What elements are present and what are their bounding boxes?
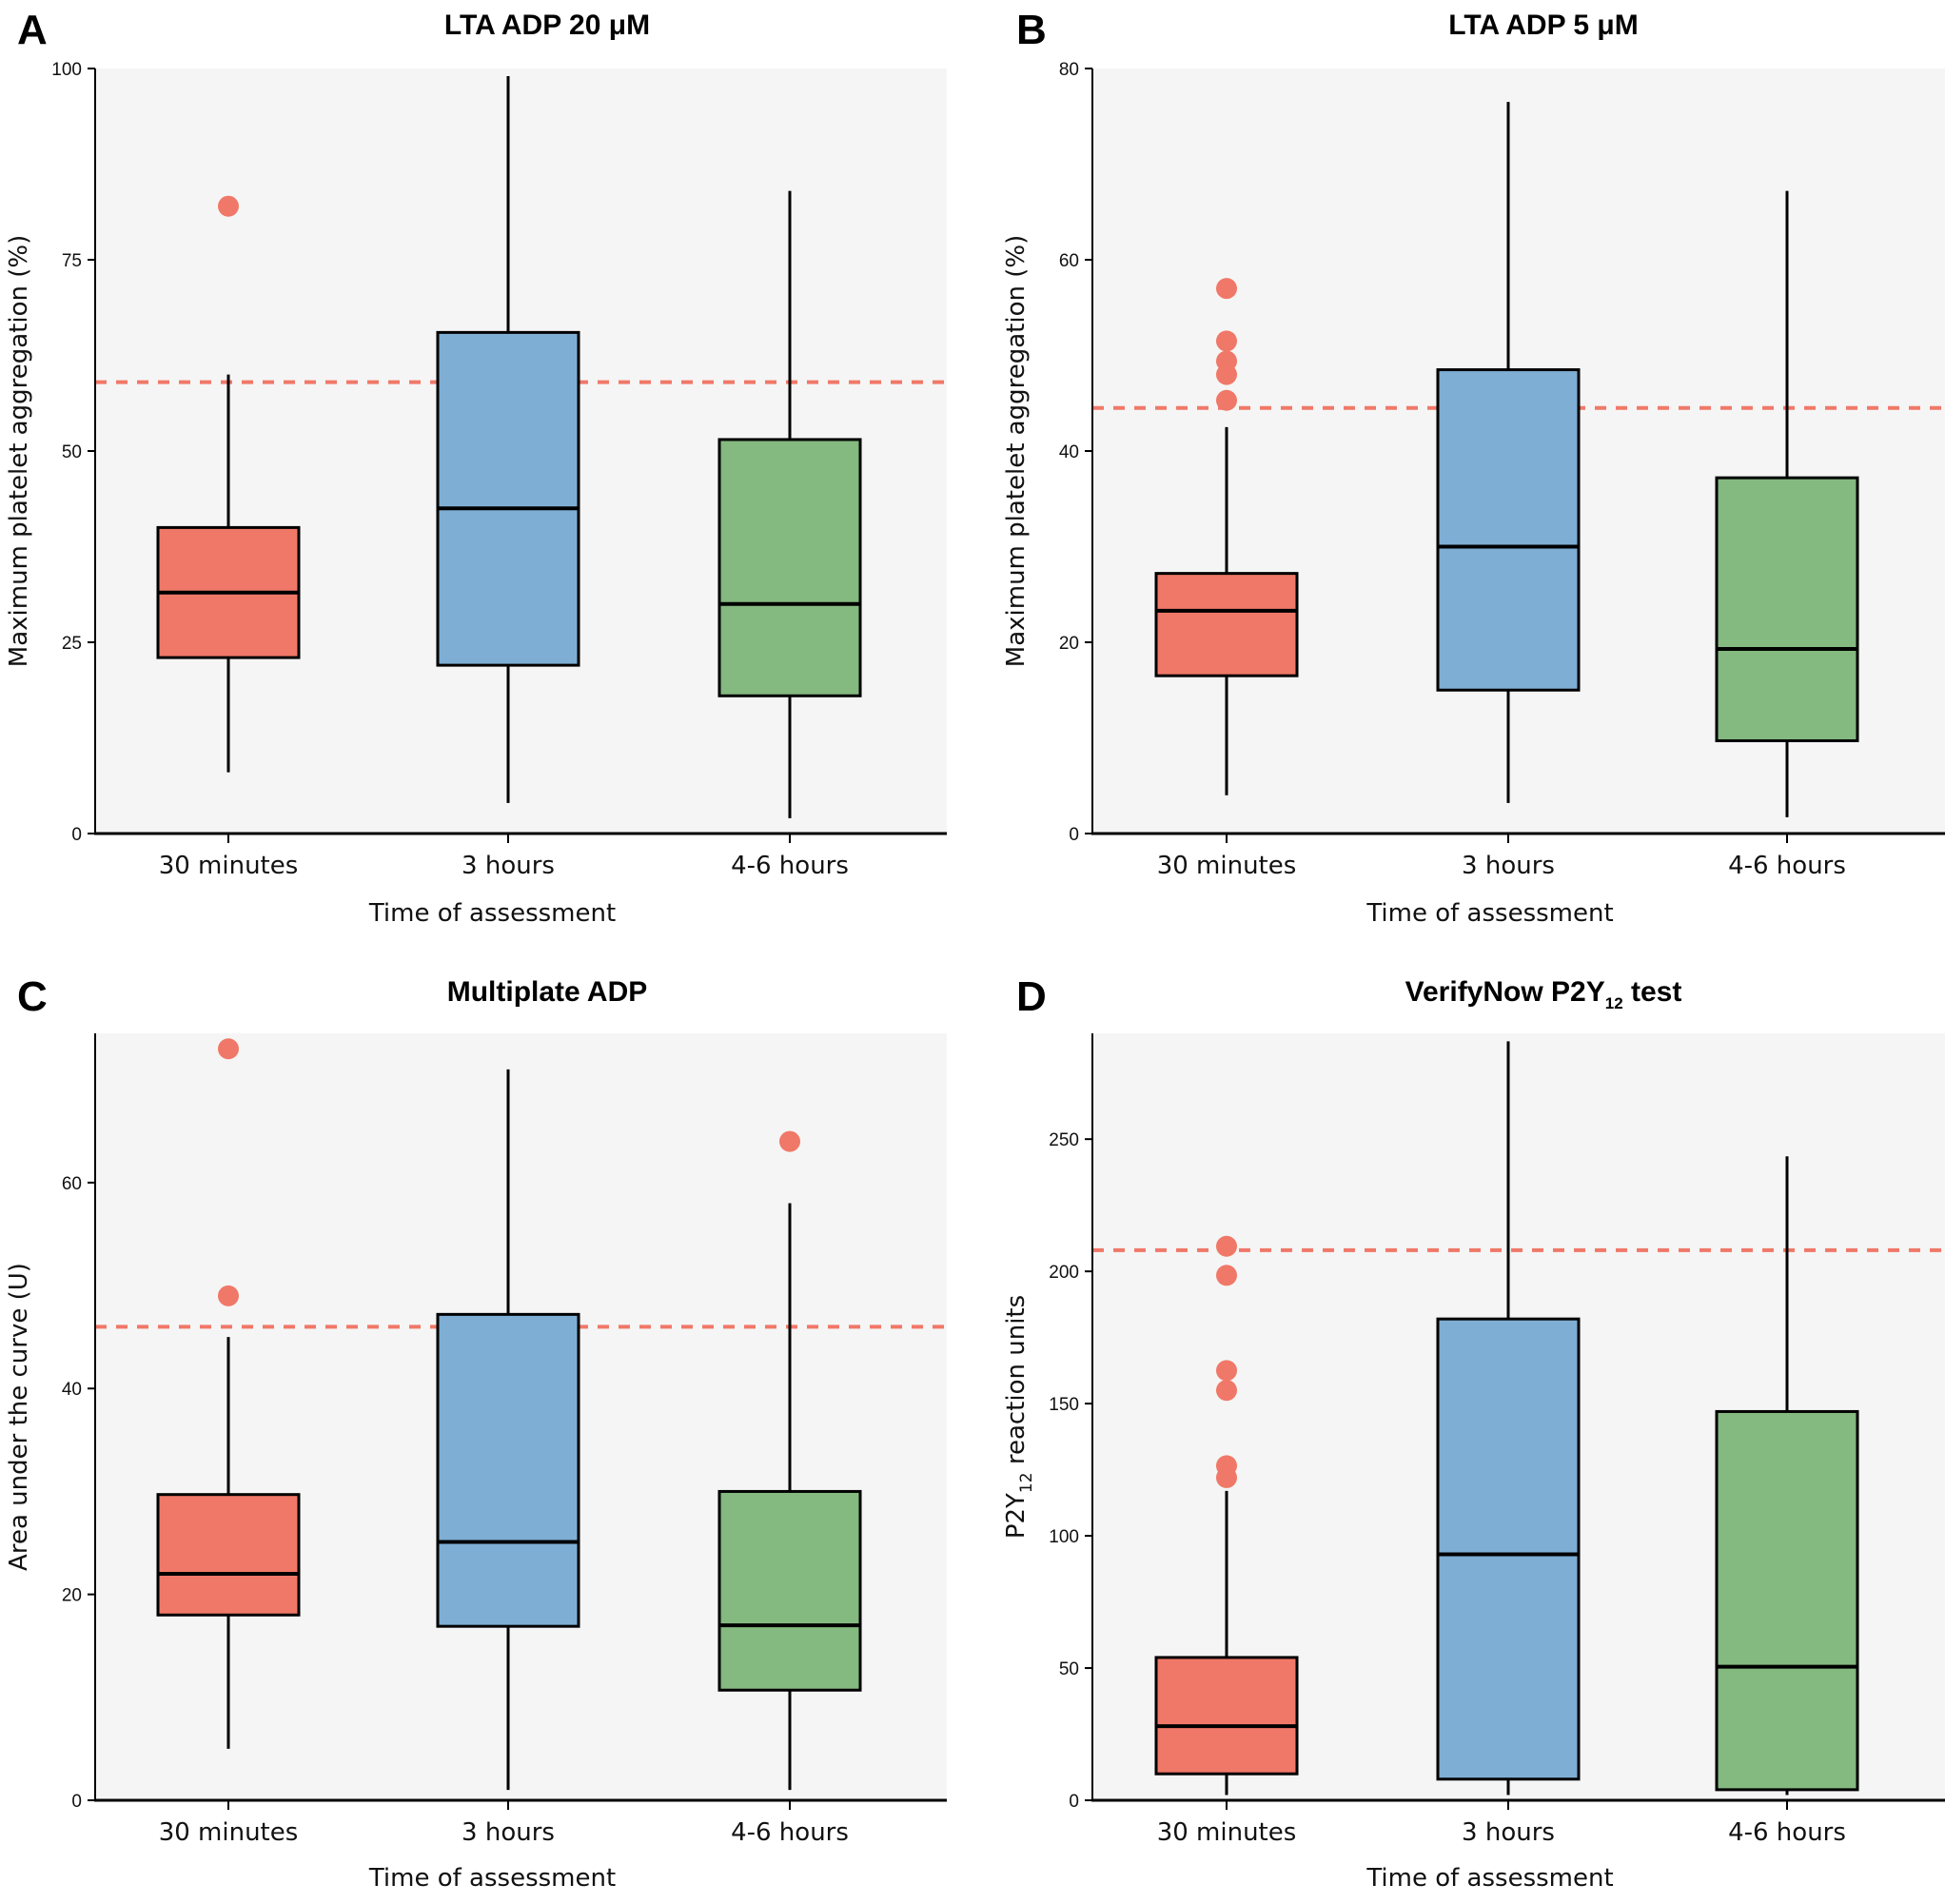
panel-letter: D <box>1016 973 1047 1020</box>
outlier-point <box>1216 350 1237 372</box>
x-tick-label: 4-6 hours <box>731 1818 849 1847</box>
y-tick-label: 75 <box>62 251 82 271</box>
y-axis-title-text: Maximum platelet aggregation (%) <box>1002 235 1031 667</box>
y-tick-label: 200 <box>1049 1263 1079 1283</box>
y-tick-label: 40 <box>62 1380 82 1400</box>
y-axis-title-text: Area under the curve (U) <box>5 1263 33 1571</box>
x-axis-title: Time of assessment <box>368 899 616 928</box>
title-text: LTA ADP 5 μM <box>1448 10 1638 41</box>
y-axis-title-text: Maximum platelet aggregation (%) <box>5 235 33 667</box>
x-tick-label: 3 hours <box>1462 1818 1555 1847</box>
box-iqr <box>717 438 862 697</box>
x-axis-title: Time of assessment <box>1365 899 1613 928</box>
y-tick-label: 50 <box>62 442 82 462</box>
y-tick-label: 0 <box>71 825 82 845</box>
y-tick-label: 60 <box>62 1174 82 1194</box>
y-tick-label: 150 <box>1049 1395 1079 1415</box>
outlier-point <box>1216 1235 1237 1257</box>
outlier-point <box>218 195 239 217</box>
panel-c: C Multiplate ADP 0 20 40 60 Area under the cur… <box>5 973 947 1893</box>
outlier-point <box>1216 1360 1237 1382</box>
box-iqr <box>436 330 580 667</box>
box-iqr <box>156 1493 301 1617</box>
y-tick-label: 100 <box>1049 1527 1079 1547</box>
box-iqr <box>1154 1656 1299 1776</box>
y-axis-title: P2Y12 reaction units <box>1002 1295 1036 1539</box>
outlier-point <box>218 1038 239 1060</box>
panel-d: D VerifyNow P2Y12 test050100150200250P2Y1… <box>1002 973 1945 1893</box>
y-tick-label: 20 <box>1059 634 1079 654</box>
x-tick-label: 3 hours <box>1462 852 1555 880</box>
panel-b: B LTA ADP 5 μM 0 20 40 60 80 Maximum platelet a… <box>1002 7 1945 928</box>
x-tick-label: 4-6 hours <box>1728 852 1846 880</box>
y-axis-title-suffix: reaction units <box>1002 1295 1031 1473</box>
title-text: VerifyNow P2Y <box>1405 976 1605 1008</box>
y-axis-title-text: P2Y <box>1002 1493 1031 1539</box>
box-iqr <box>1715 476 1859 743</box>
box-iqr <box>1436 1317 1581 1781</box>
panel-title: LTA ADP 20 μM <box>444 10 650 41</box>
title-text: Multiplate ADP <box>447 976 648 1008</box>
outlier-point <box>1216 389 1237 411</box>
x-tick-label: 30 minutes <box>159 852 299 880</box>
panel-title: Multiplate ADP <box>447 976 648 1008</box>
outlier-point <box>1216 1455 1237 1477</box>
box-iqr <box>717 1489 862 1692</box>
outlier-point <box>1216 330 1237 352</box>
panel-title: VerifyNow P2Y12 test <box>1405 976 1682 1012</box>
y-tick-label: 100 <box>51 60 82 80</box>
title-suffix: test <box>1623 976 1682 1008</box>
title-text: LTA ADP 20 μM <box>444 10 650 41</box>
y-axis-title-subscript: 12 <box>1017 1472 1036 1493</box>
x-tick-label: 4-6 hours <box>731 852 849 880</box>
y-tick-label: 40 <box>1059 442 1079 462</box>
box-iqr <box>1436 368 1581 692</box>
y-tick-label: 50 <box>1059 1659 1079 1679</box>
x-axis-title: Time of assessment <box>368 1864 616 1893</box>
box-iqr <box>1715 1409 1859 1792</box>
box-iqr <box>1154 572 1299 677</box>
panel-letter: B <box>1016 7 1047 53</box>
panel-letter: C <box>17 973 48 1020</box>
y-tick-label: 0 <box>71 1792 82 1812</box>
y-tick-label: 0 <box>1069 1792 1079 1812</box>
outlier-point <box>1216 1380 1237 1402</box>
panel-a: A LTA ADP 20 μM 0 25 50 75 100 Maximum platelet… <box>5 7 947 928</box>
panel-title: LTA ADP 5 μM <box>1448 10 1638 41</box>
y-tick-label: 25 <box>62 634 82 654</box>
outlier-point <box>779 1130 800 1152</box>
x-tick-label: 30 minutes <box>1157 852 1297 880</box>
y-tick-label: 0 <box>1069 825 1079 845</box>
outlier-point <box>218 1285 239 1306</box>
x-tick-label: 30 minutes <box>1157 1818 1297 1847</box>
x-tick-label: 3 hours <box>462 852 555 880</box>
y-axis-title: Maximum platelet aggregation (%) <box>5 235 33 667</box>
box-iqr <box>436 1312 580 1628</box>
y-tick-label: 80 <box>1059 60 1079 80</box>
outlier-point <box>1216 278 1237 300</box>
x-tick-label: 3 hours <box>462 1818 555 1847</box>
y-axis-title: Area under the curve (U) <box>5 1263 33 1571</box>
panel-letter: A <box>17 7 48 53</box>
y-axis-title: Maximum platelet aggregation (%) <box>1002 235 1031 667</box>
x-axis-title: Time of assessment <box>1365 1864 1613 1893</box>
y-tick-label: 60 <box>1059 251 1079 271</box>
y-tick-label: 20 <box>62 1586 82 1606</box>
x-tick-label: 4-6 hours <box>1728 1818 1846 1847</box>
x-tick-label: 30 minutes <box>159 1818 299 1847</box>
y-tick-label: 250 <box>1049 1130 1079 1150</box>
title-subscript: 12 <box>1605 994 1623 1012</box>
outlier-point <box>1216 1265 1237 1286</box>
